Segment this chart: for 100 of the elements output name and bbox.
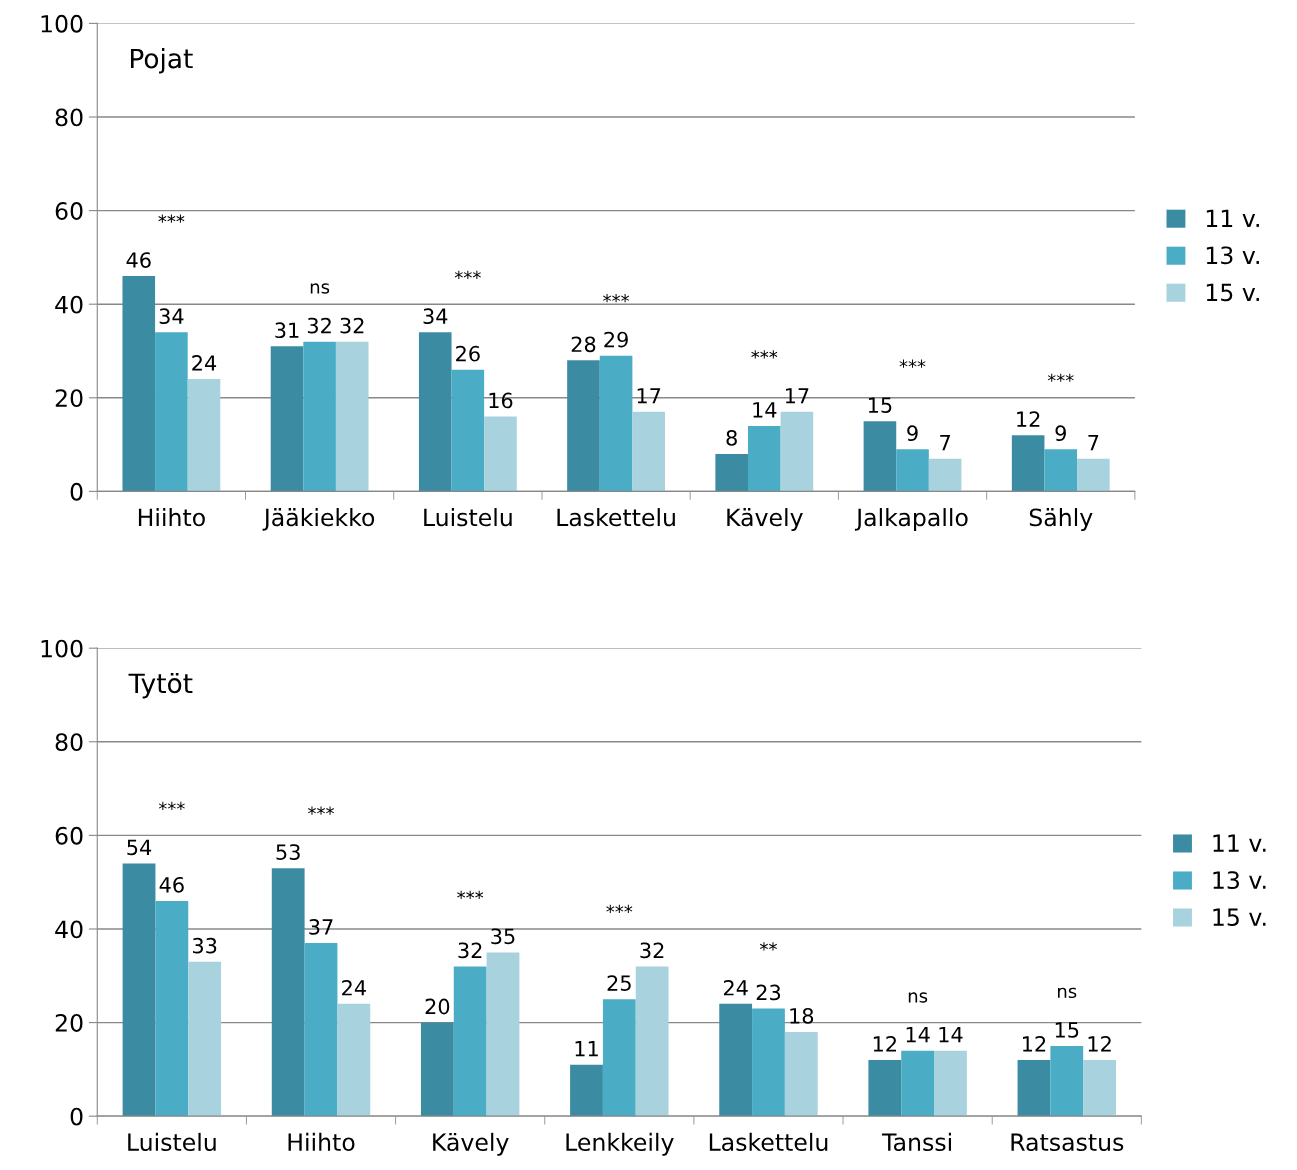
bar [567,360,600,492]
y-tick-label: 100 [41,639,83,658]
data-label: 11 [575,1041,598,1057]
data-label: 26 [456,345,480,362]
bar [719,1003,753,1117]
data-label: 14 [906,1026,930,1043]
annotation: ns [310,283,330,294]
bar [602,999,636,1117]
data-label: 29 [604,331,628,348]
data-label: 20 [425,998,450,1015]
data-label: 12 [1023,1036,1046,1052]
data-label: 33 [193,937,217,954]
data-label: 16 [489,392,513,409]
bar [1077,458,1110,492]
data-label: 46 [159,876,184,893]
legend-label: 11 v. [1213,834,1266,852]
bar [187,379,221,492]
bar [122,863,156,1117]
x-tick-label: Laskettelu [557,508,675,527]
annotation: *** [899,359,926,368]
data-label: 34 [159,308,184,325]
data-label: 35 [491,928,515,945]
data-label: 14 [939,1026,963,1043]
bar [896,449,929,492]
bar [335,341,369,492]
bar [188,961,222,1117]
bar [270,346,304,492]
annotation: *** [158,214,185,223]
data-label: 9 [907,425,918,442]
bar [304,943,338,1117]
bar [752,1008,785,1117]
bar [337,1003,371,1117]
annotation: *** [457,890,484,900]
y-tick-label: 0 [70,1107,83,1126]
x-tick-label: Hiihto [138,508,205,527]
bar [1050,1045,1084,1117]
annotation: *** [158,801,185,811]
annotation: *** [308,806,335,815]
data-label: 24 [192,355,217,371]
bar [715,453,748,492]
y-tick-label: 60 [55,202,83,220]
data-label: 24 [342,979,366,996]
bar [1044,449,1078,492]
data-label: 46 [126,252,151,268]
bar [271,868,305,1117]
annotation: *** [1047,373,1074,382]
data-label: 34 [423,308,448,325]
bar [928,458,962,492]
bar [748,425,781,492]
data-label: 32 [340,317,364,334]
data-label: 23 [756,984,781,1001]
y-tick-label: 20 [55,1014,83,1032]
annotation: *** [603,294,630,303]
annotation: *** [751,350,778,359]
bar [599,355,633,492]
bar [863,421,897,492]
bar [155,900,189,1117]
data-label: 28 [571,336,596,353]
y-tick-label: 60 [55,826,83,845]
bar [451,369,485,492]
x-tick-label: Jääkiekko [262,508,375,531]
bar [1017,1060,1051,1117]
bar [122,276,156,492]
annotation: *** [606,904,633,914]
x-tick-label: Lenkkeily [566,1132,674,1156]
x-tick-label: Luistelu [128,1132,216,1152]
data-label: 17 [785,388,809,404]
legend-label: 15 v. [1206,283,1259,302]
x-tick-label: Tanssi [882,1132,951,1152]
data-label: 15 [1055,1022,1079,1038]
bar [1083,1060,1116,1117]
x-tick-label: Kävely [433,1132,509,1156]
x-tick-label: Kävely [727,508,803,531]
bar [868,1060,902,1117]
bar [780,411,814,492]
legend-label: 11 v. [1206,209,1259,227]
text: Tytöt [128,672,193,699]
data-label: 25 [607,975,631,991]
legend-label: 15 v. [1213,908,1266,927]
y-tick-label: 40 [55,295,83,314]
bar [155,332,188,492]
y-tick-label: 100 [41,14,83,33]
data-label: 37 [309,919,333,935]
bar [420,1022,454,1117]
data-label: 15 [868,397,892,413]
bar [632,411,665,492]
data-label: 53 [276,844,300,860]
data-label: 32 [640,942,664,959]
bar [484,416,517,492]
bar [453,966,487,1117]
bar [570,1064,603,1117]
bar [486,952,520,1117]
annotation: ** [759,942,777,951]
data-label: 7 [940,434,950,451]
y-tick-label: 0 [70,482,83,501]
bar [1011,435,1045,492]
data-label: 12 [873,1036,896,1052]
y-tick-label: 20 [55,389,83,408]
annotation: ns [908,992,928,1003]
legend-label: 13 v. [1206,246,1259,265]
